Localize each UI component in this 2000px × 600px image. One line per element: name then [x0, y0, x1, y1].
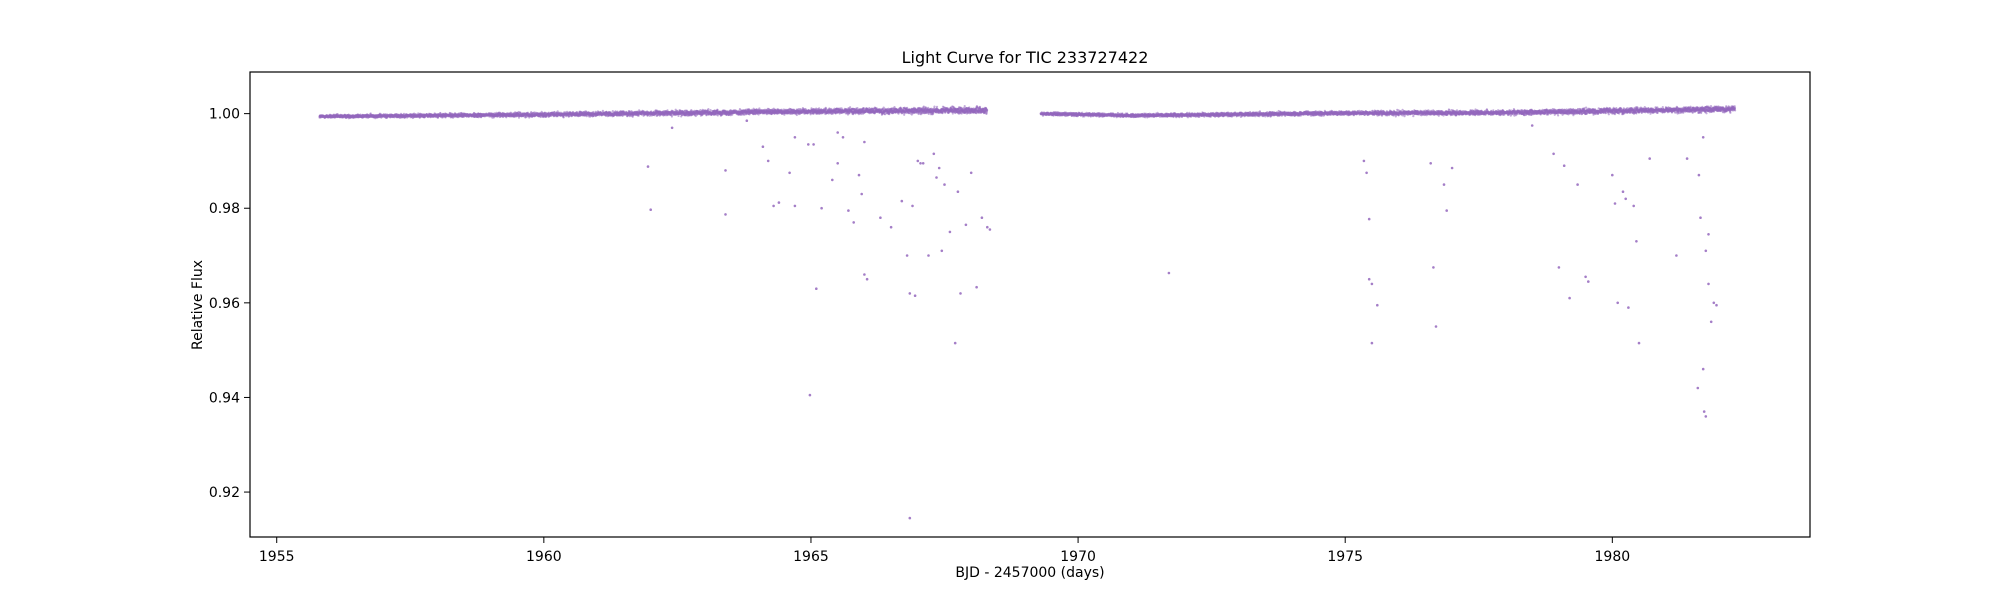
chart-title: Light Curve for TIC 233727422 [902, 48, 1149, 67]
data-point [795, 113, 798, 117]
data-point [758, 107, 761, 110]
data-point [933, 105, 936, 108]
data-point [562, 116, 565, 119]
data-point [707, 108, 710, 111]
data-point [402, 112, 406, 115]
data-point [849, 106, 852, 109]
data-point [670, 115, 674, 118]
data-point [709, 109, 712, 112]
data-point [903, 113, 906, 116]
data-point [677, 114, 680, 117]
plot-area [318, 105, 1737, 520]
data-point [935, 105, 939, 108]
data-point [856, 107, 859, 110]
